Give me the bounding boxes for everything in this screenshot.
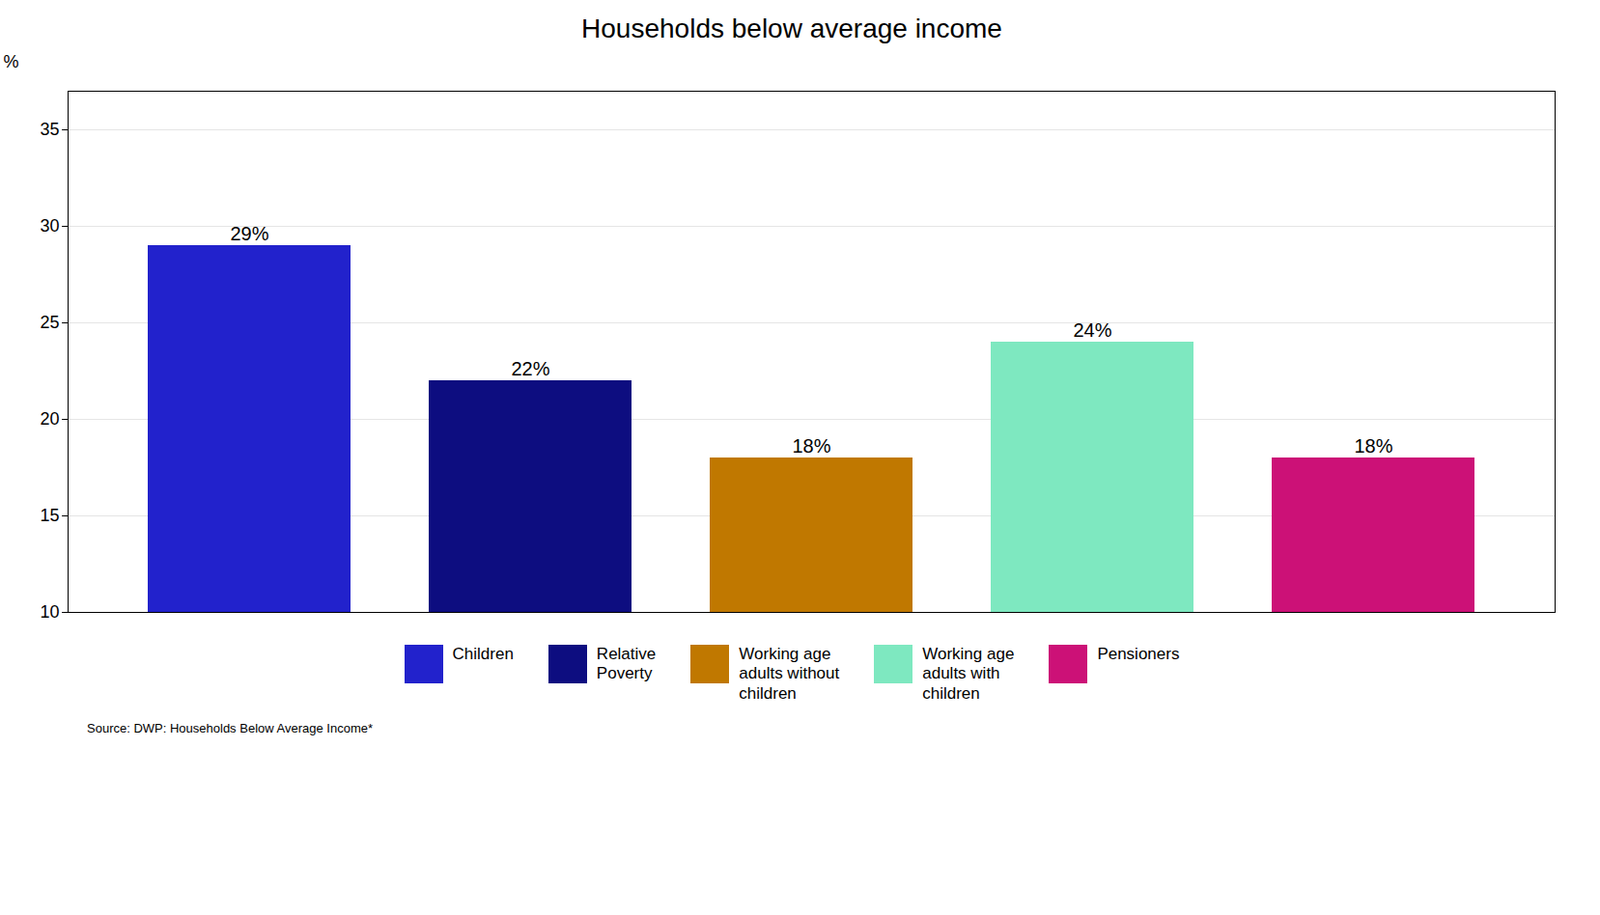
svg-text:%: % [3, 52, 20, 72]
svg-text:15: 15 [39, 505, 59, 526]
svg-text:24%: 24% [1072, 319, 1112, 341]
svg-text:10: 10 [39, 602, 59, 622]
svg-text:18%: 18% [1353, 435, 1393, 457]
svg-text:35: 35 [39, 119, 59, 140]
html-text:Pensioners: Pensioners [1097, 645, 1180, 664]
svg-text:29%: 29% [229, 223, 269, 245]
svg-text:18%: 18% [791, 435, 831, 457]
html-text:Households below average incom: Households below average income [581, 13, 1003, 44]
svg-text:25: 25 [39, 312, 59, 333]
html-text:Relative Poverty: Relative Poverty [596, 645, 656, 684]
svg-text:30: 30 [39, 216, 59, 236]
html-text:Working age adults with childr: Working age adults with children [922, 645, 1015, 703]
html-text:Source: DWP: Households Below: Source: DWP: Households Below Average In… [86, 721, 373, 736]
svg-text:20: 20 [39, 409, 59, 429]
html-text:Working age adults without chi: Working age adults without children [738, 645, 840, 703]
svg-text:22%: 22% [510, 358, 550, 380]
html-text:Children: Children [452, 645, 514, 664]
